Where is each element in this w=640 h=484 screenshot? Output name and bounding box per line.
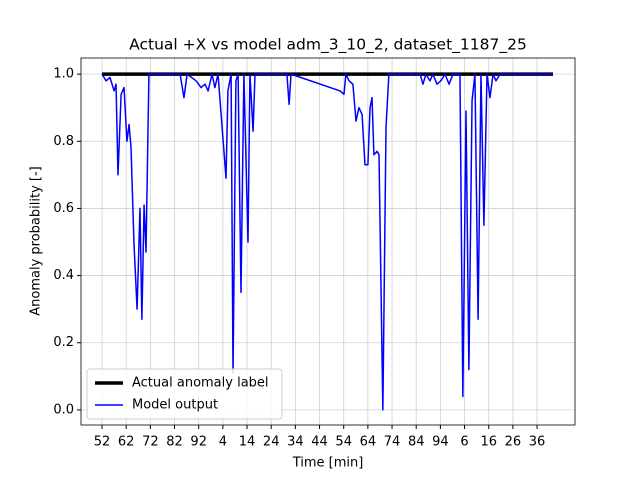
x-tick-label: 6 <box>460 435 468 450</box>
x-tick-label: 84 <box>408 435 425 450</box>
y-axis-label: Anomaly probability [-] <box>29 166 44 315</box>
x-tick-label: 16 <box>480 435 497 450</box>
chart-title: Actual +X vs model adm_3_10_2, dataset_1… <box>129 36 527 55</box>
x-tick-label: 26 <box>505 435 522 450</box>
x-tick-label: 94 <box>432 435 449 450</box>
x-axis-label: Time [min] <box>292 456 364 471</box>
x-tick-label: 72 <box>142 435 159 450</box>
plot-frame <box>80 57 576 426</box>
legend-label: Actual anomaly label <box>132 376 269 391</box>
x-tick-label: 54 <box>335 435 352 450</box>
y-tick-label: 0.2 <box>53 335 74 350</box>
x-tick-label: 44 <box>311 435 328 450</box>
x-tick-label: 34 <box>287 435 304 450</box>
legend-label: Model output <box>132 398 218 413</box>
y-tick-label: 1.0 <box>53 67 74 82</box>
y-tick-label: 0.6 <box>53 201 74 216</box>
x-tick-label: 74 <box>384 435 401 450</box>
x-tick-label: 82 <box>166 435 183 450</box>
legend: Actual anomaly label Model output <box>86 368 283 420</box>
y-tick-label: 0.4 <box>53 268 74 283</box>
x-tick-label: 62 <box>118 435 135 450</box>
plot-lines <box>101 72 554 411</box>
legend-box <box>86 368 283 420</box>
x-tick-label: 64 <box>360 435 377 450</box>
x-tick-label: 14 <box>239 435 256 450</box>
x-tick-label: 36 <box>529 435 546 450</box>
x-tick-label: 4 <box>219 435 227 450</box>
series-line <box>101 73 554 411</box>
y-tick-label: 0.0 <box>53 402 74 417</box>
x-tick-label: 92 <box>190 435 207 450</box>
y-tick-label: 0.8 <box>53 134 74 149</box>
x-tick-label: 24 <box>263 435 280 450</box>
x-tick-label: 52 <box>94 435 111 450</box>
